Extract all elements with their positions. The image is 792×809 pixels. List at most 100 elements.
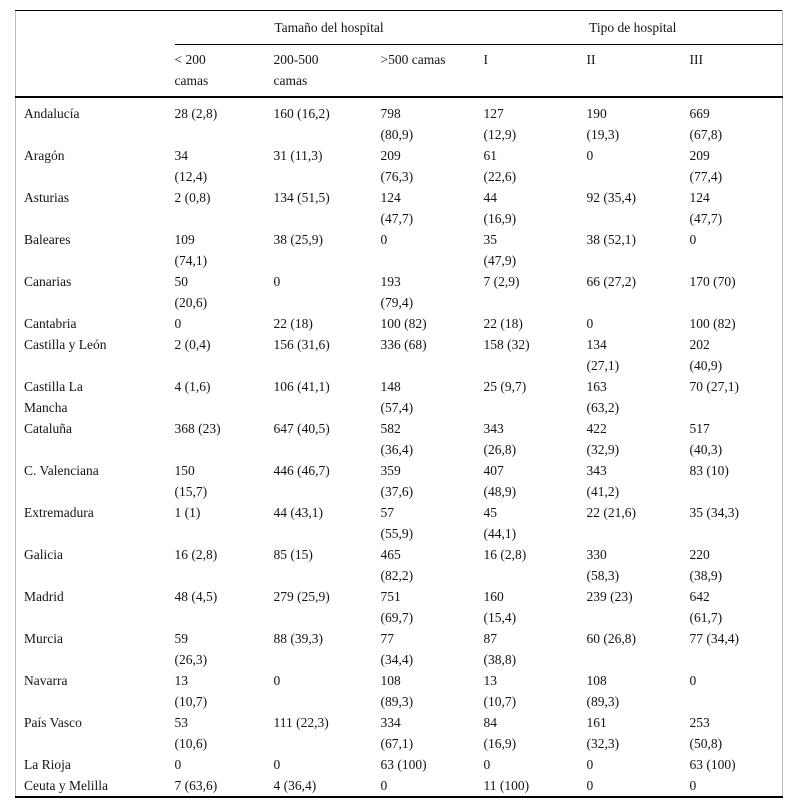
table-cell: 13 (10,7) <box>174 673 208 709</box>
row-header-region: Murcia <box>24 631 63 646</box>
table-cell: 582 (36,4) <box>380 421 414 457</box>
table-header: Tamaño del hospital Tipo de hospital < 2… <box>15 10 783 98</box>
row-header-region: Cataluña <box>24 421 72 436</box>
group-header-hospital-size: Tamaño del hospital <box>174 10 484 45</box>
table-row: La Rioja 0 0 63 (100) 0 0 63 (100) <box>16 754 783 775</box>
table-cell: 50 (20,6) <box>174 274 208 310</box>
table-cell: 25 (9,7) <box>483 379 527 394</box>
row-header-region: Andalucía <box>24 106 80 121</box>
table-cell: 7 (63,6) <box>174 778 218 793</box>
table-cell: 22 (21,6) <box>586 505 637 520</box>
row-header-region: Castilla La Mancha <box>24 379 83 415</box>
table-cell: 220 (38,9) <box>689 547 723 583</box>
table-cell: 44 (43,1) <box>273 505 324 520</box>
table-cell: 253 (50,8) <box>689 715 723 751</box>
table-row: Castilla y León 2 (0,4) 156 (31,6) 336 (68)… <box>16 334 783 376</box>
table-body: Andalucía 28 (2,8) 160 (16,2) 798 (80,9) 127… <box>16 97 783 797</box>
table-cell: 63 (100) <box>380 757 427 772</box>
table-cell: 517 (40,3) <box>689 421 723 457</box>
table-cell: 751 (69,7) <box>380 589 414 625</box>
column-header-type-ii: II <box>586 44 690 98</box>
table-row: Murcia 59 (26,3) 88 (39,3) 77 (34,4) 87 (38,… <box>16 628 783 670</box>
table-cell: 45 (44,1) <box>483 505 517 541</box>
column-header-lt200: < 200 camas <box>174 44 274 98</box>
table-row: País Vasco 53 (10,6) 111 (22,3) 334 (67,1) 8… <box>16 712 783 754</box>
table-row: Ceuta y Melilla 7 (63,6) 4 (36,4) 0 11 (100)… <box>16 775 783 797</box>
row-header-region: Asturias <box>24 190 69 205</box>
row-header-region: Castilla y León <box>24 337 107 352</box>
table-cell: 111 (22,3) <box>273 715 329 730</box>
table-cell: 11 (100) <box>483 778 530 793</box>
table-cell: 124 (47,7) <box>689 190 723 226</box>
table-cell: 336 (68) <box>380 337 427 352</box>
table-cell: 35 (47,9) <box>483 232 517 268</box>
row-header-region: Canarias <box>24 274 72 289</box>
table-row: C. Valenciana 150 (15,7) 446 (46,7) 359 (37… <box>16 460 783 502</box>
table-cell: 22 (18) <box>483 316 523 331</box>
table-cell: 407 (48,9) <box>483 463 517 499</box>
table-row: Madrid 48 (4,5) 279 (25,9) 751 (69,7) 160 (1… <box>16 586 783 628</box>
row-header-region: País Vasco <box>24 715 82 730</box>
table-cell: 28 (2,8) <box>174 106 218 121</box>
hospital-table: Tamaño del hospital Tipo de hospital < 2… <box>15 10 784 798</box>
table-cell: 100 (82) <box>689 316 736 331</box>
table-cell: 0 <box>483 757 491 772</box>
table-cell: 0 <box>380 232 388 247</box>
table-cell: 422 (32,9) <box>586 421 620 457</box>
table-cell: 4 (1,6) <box>174 379 211 394</box>
table-cell: 163 (63,2) <box>586 379 620 415</box>
table-cell: 35 (34,3) <box>689 505 740 520</box>
table-cell: 239 (23) <box>586 589 633 604</box>
table-cell: 202 (40,9) <box>689 337 723 373</box>
row-header-region: Aragón <box>24 148 65 163</box>
table-cell: 59 (26,3) <box>174 631 208 667</box>
table-cell: 34 (12,4) <box>174 148 208 184</box>
table-row: Extremadura 1 (1) 44 (43,1) 57 (55,9) 45 (44… <box>16 502 783 544</box>
row-header-region: Cantabria <box>24 316 77 331</box>
table-cell: 84 (16,9) <box>483 715 517 751</box>
table-cell: 0 <box>380 778 388 793</box>
group-header-row: Tamaño del hospital Tipo de hospital <box>16 10 783 45</box>
row-header-region: Baleares <box>24 232 71 247</box>
row-header-region: Galicia <box>24 547 63 562</box>
row-header-region: La Rioja <box>24 757 71 772</box>
table-cell: 209 (76,3) <box>380 148 414 184</box>
table-cell: 66 (27,2) <box>586 274 637 289</box>
table-cell: 7 (2,9) <box>483 274 520 289</box>
table-cell: 22 (18) <box>273 316 313 331</box>
table-cell: 642 (61,7) <box>689 589 723 625</box>
column-header-200-500: 200-500 camas <box>273 44 381 98</box>
table-cell: 279 (25,9) <box>273 589 330 604</box>
table-cell: 0 <box>586 316 594 331</box>
table-cell: 343 (26,8) <box>483 421 517 457</box>
table-cell: 156 (31,6) <box>273 337 330 352</box>
table-cell: 70 (27,1) <box>689 379 740 394</box>
table-cell: 170 (70) <box>689 274 736 289</box>
table-cell: 77 (34,4) <box>689 631 740 646</box>
table-cell: 57 (55,9) <box>380 505 414 541</box>
table-cell: 83 (10) <box>689 463 729 478</box>
table-cell: 209 (77,4) <box>689 148 723 184</box>
table-cell: 148 (57,4) <box>380 379 414 415</box>
table-cell: 77 (34,4) <box>380 631 414 667</box>
table-cell: 334 (67,1) <box>380 715 414 751</box>
table-cell: 0 <box>273 673 281 688</box>
row-header-region: Madrid <box>24 589 64 604</box>
column-header-gt500: >500 camas <box>380 44 484 98</box>
row-header-region: Navarra <box>24 673 68 688</box>
table-cell: 158 (32) <box>483 337 530 352</box>
table-cell: 446 (46,7) <box>273 463 330 478</box>
row-header-region: Extremadura <box>24 505 94 520</box>
table-cell: 48 (4,5) <box>174 589 218 604</box>
table-cell: 150 (15,7) <box>174 463 208 499</box>
table-cell: 0 <box>174 757 182 772</box>
table-row: Galicia 16 (2,8) 85 (15) 465 (82,2) 16 (2,8)… <box>16 544 783 586</box>
table-cell: 0 <box>586 778 594 793</box>
table-cell: 0 <box>586 757 594 772</box>
table-cell: 160 (16,2) <box>273 106 330 121</box>
table-cell: 13 (10,7) <box>483 673 517 709</box>
table-cell: 647 (40,5) <box>273 421 330 436</box>
table-cell: 193 (79,4) <box>380 274 414 310</box>
group-header-hospital-type: Tipo de hospital <box>483 10 783 45</box>
